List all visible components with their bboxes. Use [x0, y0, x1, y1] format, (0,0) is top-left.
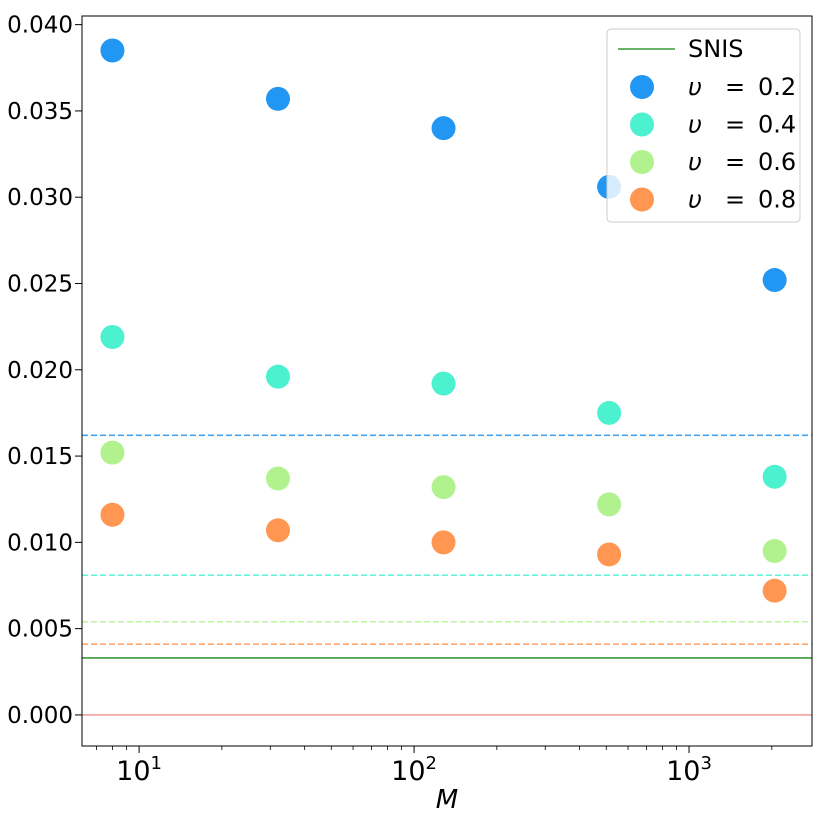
- x-tick-label: 103: [666, 753, 712, 787]
- x-axis-label: M: [436, 785, 458, 815]
- y-tick-label: 0.010: [7, 530, 73, 556]
- point-series-4-5: [762, 578, 787, 603]
- legend-swatch-series-3: [630, 150, 654, 174]
- baseline-lines: [82, 434, 812, 645]
- point-series-1-5: [762, 268, 787, 293]
- point-series-4-2: [265, 518, 290, 543]
- y-tick-label: 0.040: [7, 13, 73, 39]
- x-tick-label: 102: [391, 753, 437, 787]
- y-tick-label: 0.035: [7, 99, 73, 125]
- legend-label-series-1: υ = 0.2: [688, 73, 796, 101]
- y-tick-label: 0.000: [7, 703, 73, 729]
- point-series-2-2: [265, 364, 290, 389]
- point-series-4-3: [431, 530, 456, 555]
- point-series-4-1: [100, 502, 125, 527]
- point-series-1-1: [100, 38, 125, 63]
- legend-label-series-4: υ = 0.8: [688, 186, 796, 214]
- point-series-4-4: [597, 542, 622, 567]
- point-series-2-3: [431, 371, 456, 396]
- legend-label-series-3: υ = 0.6: [688, 148, 796, 176]
- point-series-3-4: [597, 492, 622, 517]
- reference-lines: [82, 657, 812, 716]
- y-tick-label: 0.030: [7, 185, 73, 211]
- point-series-2-1: [100, 324, 125, 349]
- legend: SNIS υ = 0.2 υ = 0.4 υ = 0.6 υ = 0.8: [606, 28, 801, 223]
- point-series-1-3: [431, 116, 456, 141]
- point-series-2-5: [762, 464, 787, 489]
- y-tick-label: 0.015: [7, 444, 73, 470]
- y-tick-label: 0.025: [7, 271, 73, 297]
- legend-label-snis: SNIS: [688, 35, 744, 63]
- y-axis: 0.000 0.005 0.010 0.015 0.020 0.025 0.030 0.035…: [7, 13, 82, 729]
- point-series-3-5: [762, 538, 787, 563]
- legend-swatch-series-4: [630, 187, 654, 212]
- legend-label-series-2: υ = 0.4: [688, 111, 796, 139]
- y-tick-label: 0.020: [7, 358, 73, 384]
- legend-swatch-series-2: [630, 112, 654, 137]
- plot-frame: [81, 15, 813, 747]
- point-series-3-1: [100, 440, 125, 465]
- point-series-2-4: [597, 400, 622, 425]
- x-axis: 101 102 103: [96, 746, 773, 787]
- legend-box: [606, 28, 801, 223]
- point-series-3-2: [265, 466, 290, 491]
- point-series-1-2: [265, 86, 290, 111]
- point-series-3-3: [431, 475, 456, 500]
- legend-swatch-series-1: [630, 75, 654, 99]
- y-tick-label: 0.005: [7, 617, 73, 643]
- x-tick-label: 101: [116, 753, 162, 787]
